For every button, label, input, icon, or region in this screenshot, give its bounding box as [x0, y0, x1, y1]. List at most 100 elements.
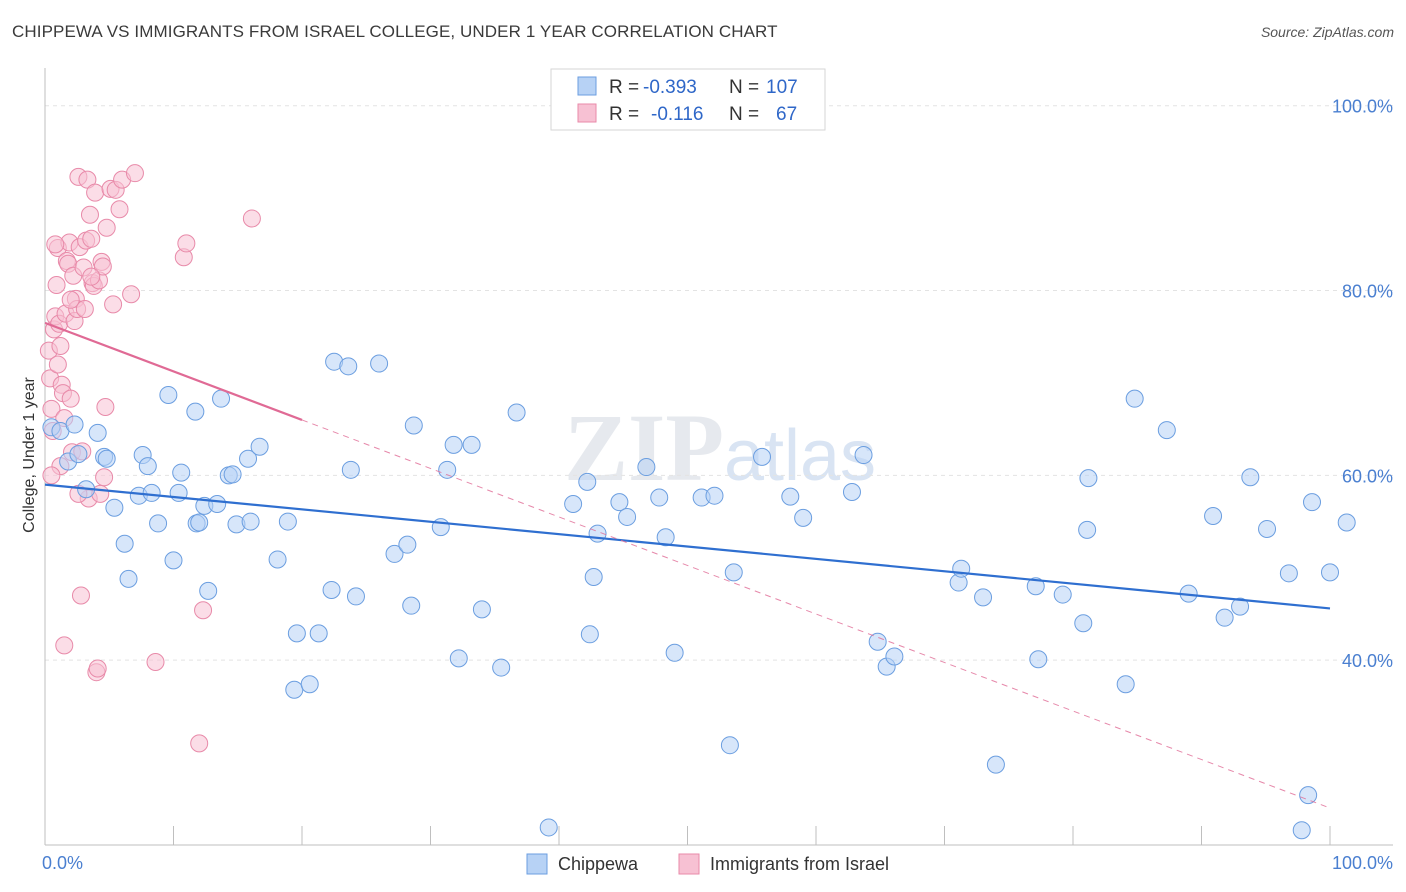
israel-point — [125, 164, 144, 183]
chippewa-point — [402, 596, 421, 615]
chippewa-point — [404, 416, 423, 435]
chippewa-point — [705, 486, 724, 505]
chippewa-trend-line — [44, 483, 1331, 610]
israel-point — [97, 218, 116, 237]
chippewa-point — [97, 449, 116, 468]
israel-point — [82, 229, 101, 248]
chippewa-point — [650, 488, 669, 507]
chippewa-point — [974, 588, 993, 607]
stats-legend: R = -0.393 N = 107 R = -0.116 N = 67 — [550, 68, 826, 131]
legend-n-value-2: 67 — [776, 104, 797, 125]
chippewa-point — [285, 680, 304, 699]
legend-n-value-1: 107 — [766, 77, 798, 98]
israel-point — [104, 295, 123, 314]
x-tick-label-min: 0.0% — [42, 853, 83, 873]
chippewa-point — [172, 463, 191, 482]
y-tick-label: 40.0% — [1342, 651, 1393, 671]
legend-n-label-2: N = — [729, 104, 759, 125]
chippewa-point — [1292, 821, 1311, 840]
chippewa-point — [339, 357, 358, 376]
chippewa-point — [1026, 577, 1045, 596]
chippewa-point — [142, 483, 161, 502]
israel-point — [71, 586, 90, 605]
chippewa-point — [65, 415, 84, 434]
source-label: Source: ZipAtlas.com — [1260, 24, 1394, 40]
chippewa-point — [578, 472, 597, 491]
chippewa-point — [208, 495, 227, 514]
series-chippewa-points — [42, 352, 1356, 840]
chippewa-point — [268, 550, 287, 569]
chippewa-point — [309, 624, 328, 643]
chippewa-point — [492, 658, 511, 677]
chippewa-point — [300, 675, 319, 694]
chippewa-point — [781, 487, 800, 506]
series-legend: Chippewa Immigrants from Israel — [526, 853, 889, 875]
israel-point — [122, 285, 141, 304]
chippewa-point — [539, 818, 558, 837]
israel-point — [55, 636, 74, 655]
chippewa-point — [199, 581, 218, 600]
israel-point — [110, 200, 129, 219]
chippewa-point — [610, 493, 629, 512]
chippewa-point — [1299, 786, 1318, 805]
chippewa-point — [239, 449, 258, 468]
chippewa-point — [1204, 507, 1223, 526]
chippewa-point — [69, 445, 88, 464]
chippewa-point — [241, 512, 260, 531]
bottom-legend-swatch-chippewa — [526, 853, 548, 875]
chippewa-point — [1321, 563, 1339, 582]
chippewa-point — [164, 551, 183, 570]
chart-title: CHIPPEWA VS IMMIGRANTS FROM ISRAEL COLLE… — [12, 22, 778, 41]
israel-point — [86, 183, 105, 202]
legend-swatch-israel — [577, 103, 597, 123]
chippewa-point — [250, 437, 269, 456]
chippewa-point — [346, 587, 365, 606]
legend-r-label-1: R = — [609, 77, 639, 98]
chippewa-point — [724, 563, 743, 582]
chippewa-point — [842, 482, 861, 501]
chippewa-point — [398, 535, 417, 554]
israel-point — [242, 209, 261, 228]
israel-point — [42, 399, 61, 418]
chippewa-point — [1241, 468, 1260, 487]
israel-point — [51, 336, 70, 355]
israel-trend-extension — [301, 419, 1331, 809]
series-israel-points — [39, 164, 261, 753]
chippewa-point — [1231, 597, 1250, 616]
chippewa-point — [1116, 675, 1135, 694]
chippewa-point — [1215, 608, 1234, 627]
chippewa-point — [720, 736, 739, 755]
israel-point — [95, 468, 114, 487]
israel-trend-line — [44, 321, 303, 421]
israel-point — [48, 355, 67, 374]
chippewa-point — [186, 402, 205, 421]
israel-point — [93, 257, 112, 276]
chippewa-point — [1279, 564, 1298, 583]
chippewa-point — [618, 507, 637, 526]
chippewa-point — [1029, 650, 1048, 669]
israel-point — [47, 275, 66, 294]
y-tick-label: 100.0% — [1332, 97, 1393, 117]
chippewa-point — [322, 580, 341, 599]
chippewa-point — [665, 643, 684, 662]
israel-point — [146, 653, 165, 672]
bottom-legend-swatch-israel — [678, 853, 700, 875]
y-tick-label: 80.0% — [1342, 282, 1393, 302]
bottom-legend-israel: Immigrants from Israel — [710, 854, 889, 874]
legend-r-value-2: -0.116 — [651, 104, 703, 125]
chippewa-point — [854, 446, 873, 465]
chippewa-point — [580, 625, 599, 644]
chippewa-point — [986, 755, 1005, 774]
y-tick-labels: 40.0% 60.0% 80.0% 100.0% — [1332, 97, 1393, 671]
legend-r-value-1: -0.393 — [643, 77, 697, 98]
legend-r-label-2: R = — [609, 104, 639, 125]
chippewa-point — [637, 458, 656, 477]
x-tick-labels: 0.0% 100.0% — [42, 853, 1393, 873]
chippewa-point — [462, 435, 481, 454]
israel-point — [75, 300, 94, 319]
bottom-legend-chippewa: Chippewa — [558, 854, 639, 874]
chippewa-point — [885, 647, 904, 666]
chippewa-point — [507, 403, 526, 422]
chippewa-point — [656, 528, 675, 547]
chippewa-point — [794, 508, 813, 527]
